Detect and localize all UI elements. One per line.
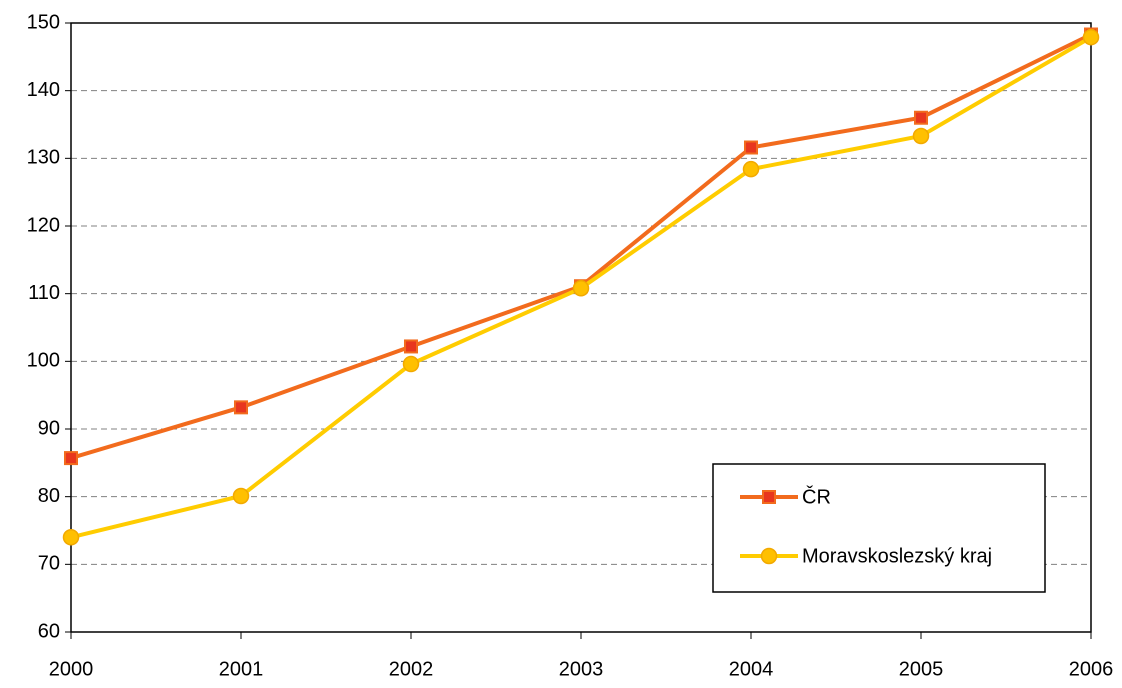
x-tick-label: 2006	[1069, 658, 1114, 680]
x-tick-label: 2005	[899, 658, 944, 680]
x-tick-label: 2004	[729, 658, 774, 680]
marker	[232, 487, 250, 505]
marker	[762, 490, 776, 504]
y-tick-label: 110	[28, 282, 60, 304]
x-tick-label: 2000	[49, 658, 94, 680]
marker	[402, 355, 420, 373]
marker	[404, 339, 418, 354]
marker	[62, 529, 80, 546]
marker	[744, 140, 758, 155]
y-tick-label: 60	[38, 620, 60, 642]
marker	[742, 160, 760, 178]
y-tick-label: 130	[27, 147, 60, 169]
marker	[234, 400, 248, 415]
legend: ČR Moravskoslezský kraj	[712, 463, 1046, 593]
y-tick-label: 90	[38, 417, 60, 439]
legend-label: ČR	[802, 485, 831, 508]
y-tick-label: 100	[27, 350, 60, 372]
plot-frame	[70, 22, 1092, 633]
marker	[760, 547, 778, 565]
marker	[1082, 28, 1100, 46]
legend-label: Moravskoslezský kraj	[802, 545, 992, 567]
y-tick-label: 150	[27, 11, 60, 33]
series-line	[70, 32, 1092, 461]
x-tick-label: 2003	[559, 658, 604, 680]
marker	[572, 280, 590, 297]
legend-box	[712, 463, 1046, 593]
marker	[914, 110, 928, 125]
marker	[64, 451, 78, 466]
y-tick-label: 140	[27, 79, 60, 101]
x-tick-label: 2002	[389, 658, 434, 680]
x-tick-label: 2001	[219, 658, 264, 680]
y-tick-label: 70	[38, 553, 60, 575]
y-tick-label: 120	[27, 214, 60, 236]
y-tick-label: 80	[38, 485, 60, 507]
marker	[912, 127, 930, 145]
